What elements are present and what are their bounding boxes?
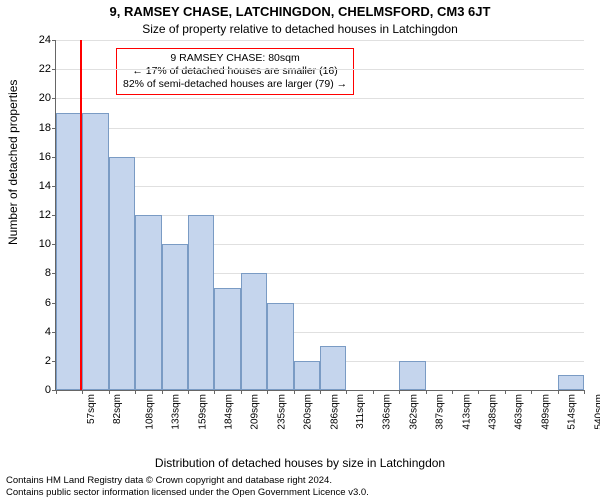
bar: [558, 375, 584, 390]
annotation-line: ← 17% of detached houses are smaller (16…: [123, 65, 347, 78]
xtick-mark: [241, 390, 242, 394]
bar: [56, 113, 82, 390]
xtick-label: 438sqm: [488, 394, 499, 430]
ytick-label: 22: [39, 63, 51, 75]
gridline: [56, 98, 584, 99]
xtick-mark: [135, 390, 136, 394]
ytick-mark: [52, 40, 56, 41]
xtick-mark: [320, 390, 321, 394]
xtick-label: 260sqm: [303, 394, 314, 430]
xtick-mark: [109, 390, 110, 394]
bar: [294, 361, 320, 390]
credit-line-1: Contains HM Land Registry data © Crown c…: [6, 475, 594, 486]
xtick-mark: [505, 390, 506, 394]
ytick-label: 4: [45, 326, 51, 338]
ytick-label: 10: [39, 238, 51, 250]
xtick-label: 540sqm: [593, 394, 600, 430]
xtick-label: 514sqm: [567, 394, 578, 430]
xtick-mark: [82, 390, 83, 394]
chart-subtitle: Size of property relative to detached ho…: [0, 22, 600, 36]
bar: [214, 288, 240, 390]
ytick-label: 24: [39, 34, 51, 46]
xtick-label: 286sqm: [329, 394, 340, 430]
credit-text: Contains HM Land Registry data © Crown c…: [6, 475, 594, 498]
xtick-label: 159sqm: [197, 394, 208, 430]
ytick-label: 2: [45, 355, 51, 367]
xtick-mark: [478, 390, 479, 394]
x-axis-label: Distribution of detached houses by size …: [0, 456, 600, 470]
xtick-mark: [267, 390, 268, 394]
xtick-mark: [399, 390, 400, 394]
gridline: [56, 186, 584, 187]
bar: [109, 157, 135, 390]
bar: [241, 273, 267, 390]
annotation-line: 9 RAMSEY CHASE: 80sqm: [123, 52, 347, 65]
xtick-mark: [558, 390, 559, 394]
plot-area: 9 RAMSEY CHASE: 80sqm← 17% of detached h…: [55, 40, 584, 391]
chart-title: 9, RAMSEY CHASE, LATCHINGDON, CHELMSFORD…: [0, 4, 600, 19]
xtick-label: 133sqm: [171, 394, 182, 430]
bar: [162, 244, 188, 390]
chart-container: 9, RAMSEY CHASE, LATCHINGDON, CHELMSFORD…: [0, 0, 600, 500]
bar: [82, 113, 108, 390]
bar: [399, 361, 425, 390]
xtick-mark: [56, 390, 57, 394]
credit-line-2: Contains public sector information licen…: [6, 487, 594, 498]
xtick-mark: [584, 390, 585, 394]
ytick-label: 20: [39, 92, 51, 104]
xtick-mark: [188, 390, 189, 394]
ytick-mark: [52, 69, 56, 70]
gridline: [56, 157, 584, 158]
xtick-mark: [373, 390, 374, 394]
bar: [320, 346, 346, 390]
xtick-label: 463sqm: [514, 394, 525, 430]
gridline: [56, 128, 584, 129]
ytick-label: 8: [45, 267, 51, 279]
xtick-label: 311sqm: [355, 394, 366, 429]
bar: [267, 303, 293, 391]
xtick-mark: [346, 390, 347, 394]
ytick-label: 0: [45, 384, 51, 396]
annotation-line: 82% of semi-detached houses are larger (…: [123, 78, 347, 91]
xtick-mark: [531, 390, 532, 394]
xtick-label: 489sqm: [540, 394, 551, 430]
gridline: [56, 69, 584, 70]
xtick-mark: [214, 390, 215, 394]
gridline: [56, 40, 584, 41]
xtick-label: 413sqm: [461, 394, 472, 430]
ytick-label: 12: [39, 209, 51, 221]
y-axis-label: Number of detached properties: [6, 80, 20, 245]
xtick-label: 57sqm: [86, 394, 97, 424]
xtick-label: 184sqm: [224, 394, 235, 430]
xtick-mark: [452, 390, 453, 394]
xtick-label: 108sqm: [144, 394, 155, 430]
bar: [135, 215, 161, 390]
ytick-label: 16: [39, 151, 51, 163]
xtick-mark: [426, 390, 427, 394]
ytick-label: 6: [45, 297, 51, 309]
xtick-label: 209sqm: [250, 394, 261, 430]
bar: [188, 215, 214, 390]
ytick-label: 18: [39, 122, 51, 134]
xtick-label: 362sqm: [408, 394, 419, 430]
xtick-label: 235sqm: [276, 394, 287, 430]
xtick-mark: [162, 390, 163, 394]
ytick-label: 14: [39, 180, 51, 192]
xtick-label: 387sqm: [435, 394, 446, 430]
marker-line: [80, 40, 82, 390]
xtick-mark: [294, 390, 295, 394]
xtick-label: 82sqm: [112, 394, 123, 424]
ytick-mark: [52, 98, 56, 99]
annotation-box: 9 RAMSEY CHASE: 80sqm← 17% of detached h…: [116, 48, 354, 95]
xtick-label: 336sqm: [382, 394, 393, 430]
